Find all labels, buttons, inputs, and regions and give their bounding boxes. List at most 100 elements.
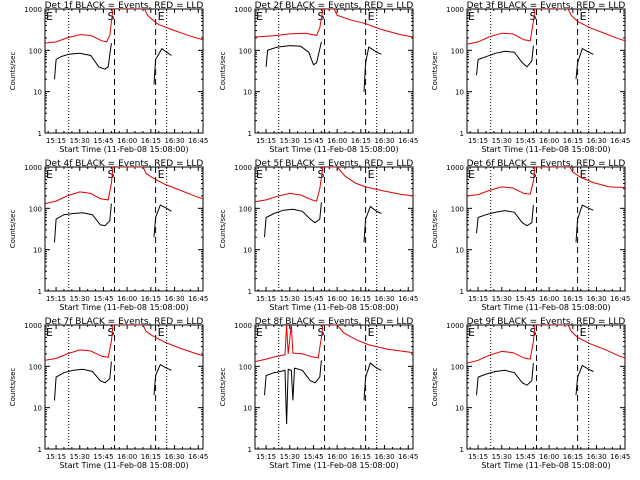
x-tick-label: 16:45	[610, 453, 630, 461]
y-tick-label: 1000	[446, 6, 464, 14]
x-tick-label: 16:15	[563, 453, 583, 461]
x-tick-label: 16:00	[539, 137, 559, 145]
y-axis-label: Counts/sec	[219, 52, 227, 91]
y-tick-label: 1000	[24, 6, 42, 14]
x-tick-label: 16:30	[586, 453, 606, 461]
x-tick-label: 15:45	[515, 453, 535, 461]
x-tick-label: 15:45	[93, 295, 113, 303]
y-axis-label: Counts/sec	[219, 210, 227, 249]
x-tick-label: 15:15	[256, 137, 276, 145]
marker-label-e: E	[256, 326, 263, 339]
y-axis-label: Counts/sec	[219, 368, 227, 407]
y-tick-label: 100	[239, 47, 252, 55]
y-tick-label: 10	[33, 405, 42, 413]
x-tick-label: 16:15	[141, 137, 161, 145]
chart-panel: Det 3f BLACK = Events, RED = LLD 15:15 15:…	[431, 1, 630, 154]
events-line	[153, 47, 172, 85]
series-group	[467, 9, 625, 80]
y-tick-label: 1000	[446, 322, 464, 330]
x-tick-label: 15:45	[303, 453, 323, 461]
y-tick-label: 100	[451, 47, 464, 55]
x-tick-label: 16:30	[164, 137, 184, 145]
marker-label-s: S	[318, 326, 325, 339]
x-tick-label: 15:30	[492, 453, 512, 461]
chart-panel: Det 9f BLACK = Events, RED = LLD 15:15 15:…	[431, 317, 630, 470]
y-tick-label: 10	[455, 89, 464, 97]
y-axis-label: Counts/sec	[431, 368, 439, 407]
x-axis-label: Start Time (11-Feb-08 15:08:00)	[269, 145, 398, 154]
x-tick-label: 16:15	[141, 453, 161, 461]
y-tick-label: 100	[451, 363, 464, 371]
y-tick-label: 1	[248, 288, 252, 296]
y-tick-label: 1	[38, 130, 42, 138]
x-tick-label: 16:00	[327, 295, 347, 303]
marker-label-e: E	[46, 168, 53, 181]
x-tick-label: 16:45	[188, 295, 208, 303]
chart-panel: Det 1f BLACK = Events, RED = LLD 15:15 15:…	[9, 1, 208, 154]
y-tick-label: 10	[33, 247, 42, 255]
x-tick-label: 15:15	[256, 453, 276, 461]
marker-label-e: E	[368, 10, 375, 23]
y-tick-label: 100	[239, 205, 252, 213]
series-group	[255, 9, 413, 92]
marker-label-e: E	[368, 326, 375, 339]
y-tick-label: 1	[38, 288, 42, 296]
y-tick-label: 1000	[234, 164, 252, 172]
chart-title: Det 9f BLACK = Events, RED = LLD	[467, 317, 626, 327]
x-tick-label: 16:45	[188, 137, 208, 145]
events-line	[363, 46, 382, 92]
lld-line	[255, 9, 413, 38]
x-tick-label: 16:00	[117, 295, 137, 303]
x-tick-label: 16:45	[398, 453, 418, 461]
marker-label-s: S	[530, 10, 537, 23]
x-tick-label: 16:45	[610, 137, 630, 145]
lld-line	[467, 325, 625, 364]
x-tick-label: 15:45	[93, 137, 113, 145]
x-axis-label: Start Time (11-Feb-08 15:08:00)	[59, 303, 188, 312]
x-tick-label: 15:15	[468, 137, 488, 145]
events-line	[264, 202, 322, 238]
marker-label-e: E	[46, 326, 53, 339]
marker-label-e: E	[368, 168, 375, 181]
x-axis-label: Start Time (11-Feb-08 15:08:00)	[481, 145, 610, 154]
x-tick-label: 16:15	[351, 137, 371, 145]
marker-label-e: E	[46, 10, 53, 23]
x-tick-label: 15:15	[46, 137, 66, 145]
events-line	[476, 205, 534, 234]
x-tick-label: 15:30	[280, 295, 300, 303]
x-tick-label: 16:30	[374, 295, 394, 303]
y-tick-label: 10	[243, 247, 252, 255]
lld-line	[45, 167, 203, 205]
x-tick-label: 16:15	[563, 295, 583, 303]
x-tick-label: 15:45	[515, 295, 535, 303]
x-tick-label: 16:45	[188, 453, 208, 461]
y-tick-label: 1	[38, 446, 42, 454]
x-axis-label: Start Time (11-Feb-08 15:08:00)	[269, 461, 398, 470]
marker-label-e: E	[468, 168, 475, 181]
marker-label-e: E	[580, 10, 587, 23]
y-axis-label: Counts/sec	[9, 210, 17, 249]
x-tick-label: 15:15	[468, 295, 488, 303]
lld-line	[45, 325, 203, 361]
x-tick-label: 15:15	[46, 295, 66, 303]
x-tick-label: 16:30	[374, 453, 394, 461]
marker-label-e: E	[158, 168, 165, 181]
marker-label-s: S	[108, 326, 115, 339]
series-group	[45, 325, 203, 401]
y-axis-label: Counts/sec	[9, 52, 17, 91]
x-tick-label: 15:30	[70, 137, 90, 145]
chart-title: Det 6f BLACK = Events, RED = LLD	[467, 159, 626, 169]
y-tick-label: 100	[451, 205, 464, 213]
events-line	[54, 43, 112, 80]
y-axis-label: Counts/sec	[9, 368, 17, 407]
x-tick-label: 15:30	[280, 453, 300, 461]
chart-panel: Det 7f BLACK = Events, RED = LLD 15:15 15:…	[9, 317, 208, 470]
x-tick-label: 16:30	[164, 453, 184, 461]
events-line	[476, 363, 534, 396]
y-tick-label: 10	[243, 89, 252, 97]
chart-panel: Det 6f BLACK = Events, RED = LLD 15:15 15:…	[431, 159, 630, 312]
marker-label-s: S	[318, 168, 325, 181]
events-line	[575, 364, 594, 396]
x-tick-label: 16:00	[539, 295, 559, 303]
marker-label-e: E	[158, 10, 165, 23]
